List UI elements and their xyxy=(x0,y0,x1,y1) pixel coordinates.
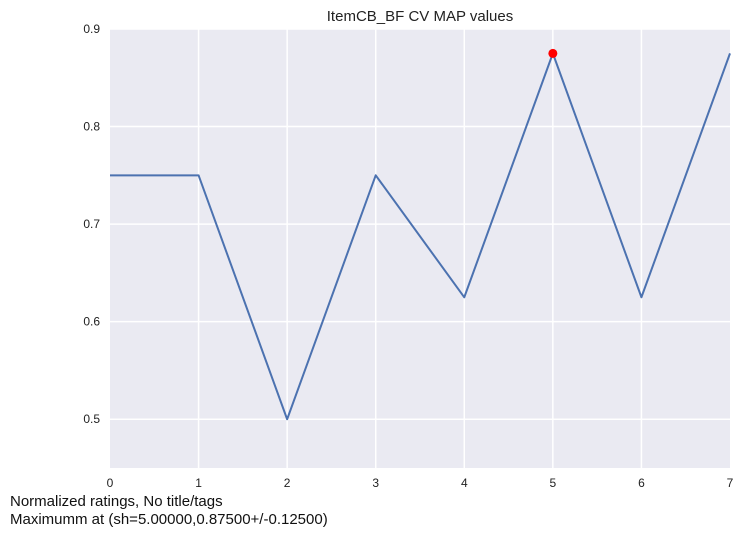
x-tick-label: 6 xyxy=(638,476,645,490)
y-tick-label: 0.9 xyxy=(83,22,100,36)
chart-title: ItemCB_BF CV MAP values xyxy=(327,8,513,25)
caption-line-2: Maximumm at (sh=5.00000,0.87500+/-0.1250… xyxy=(10,511,328,528)
x-tick-labels: 0 1 2 3 4 5 6 7 xyxy=(107,476,734,490)
x-tick-label: 0 xyxy=(107,476,114,490)
y-tick-label: 0.7 xyxy=(83,217,100,231)
x-tick-label: 5 xyxy=(550,476,557,490)
series-group xyxy=(110,48,731,421)
caption-line-1: Normalized ratings, No title/tags xyxy=(10,493,223,510)
max-point-marker xyxy=(548,48,558,58)
x-tick-label: 3 xyxy=(372,476,379,490)
x-tick-label: 7 xyxy=(727,476,734,490)
y-tick-label: 0.8 xyxy=(83,120,100,134)
y-tick-label: 0.5 xyxy=(83,412,100,426)
y-tick-labels: 0.5 0.6 0.7 0.8 0.9 xyxy=(83,22,100,426)
series-line xyxy=(110,52,731,421)
grid-lines xyxy=(110,28,730,468)
y-tick-label: 0.6 xyxy=(83,315,100,329)
x-tick-label: 1 xyxy=(195,476,202,490)
x-tick-label: 4 xyxy=(461,476,468,490)
plot-area xyxy=(110,29,730,468)
x-tick-label: 2 xyxy=(284,476,291,490)
